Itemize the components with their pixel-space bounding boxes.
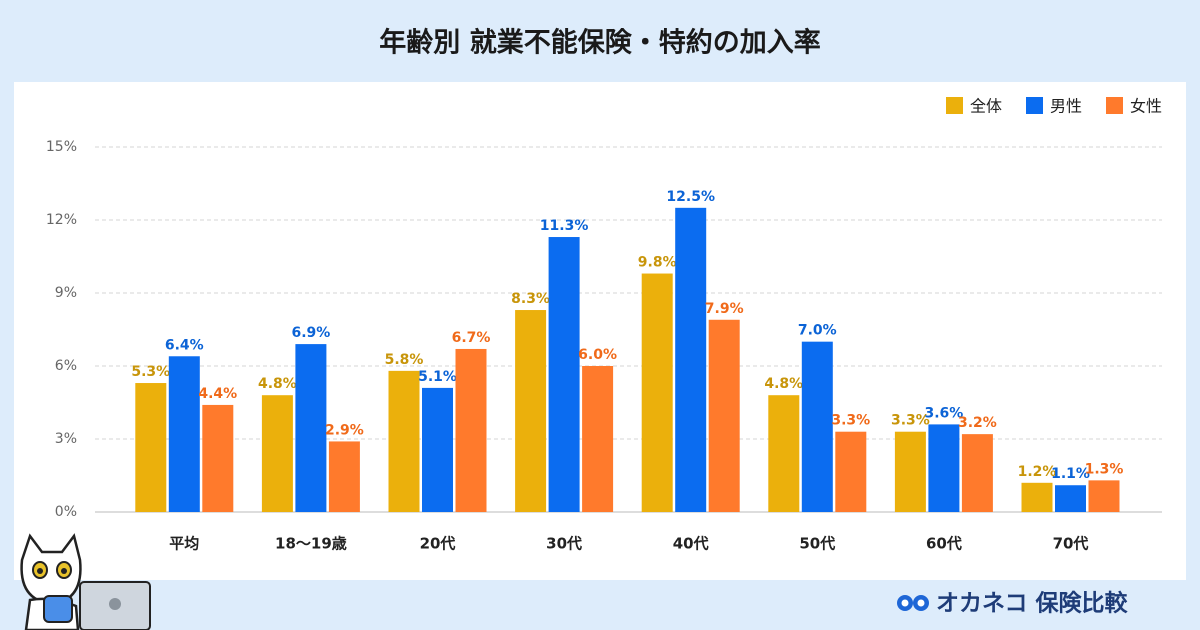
- x-tick-label: 18〜19歳: [275, 535, 347, 553]
- bar: [1055, 485, 1086, 512]
- bar: [202, 404, 234, 512]
- legend-swatch: [1026, 97, 1043, 114]
- y-tick-label: 3%: [55, 431, 77, 447]
- x-tick-label: 60代: [926, 535, 962, 553]
- bar: [961, 434, 993, 512]
- bar: [1088, 480, 1120, 512]
- value-label: 7.0%: [798, 323, 837, 339]
- value-label: 3.3%: [831, 413, 870, 429]
- bar: [328, 441, 360, 512]
- value-label: 6.0%: [578, 347, 617, 363]
- chart-title: 年齢別 就業不能保険・特約の加入率: [379, 27, 820, 59]
- value-label: 7.9%: [705, 301, 744, 317]
- bar: [515, 310, 547, 512]
- value-label: 1.3%: [1085, 461, 1124, 477]
- legend-swatch: [946, 97, 963, 114]
- brand-logo: オカネコ 保険比較: [897, 590, 1129, 617]
- value-label: 3.3%: [891, 413, 930, 429]
- cat-illustration: [20, 533, 151, 630]
- x-tick-label: 平均: [169, 535, 199, 553]
- value-label: 3.6%: [924, 405, 963, 421]
- value-label: 5.3%: [131, 364, 170, 380]
- bar: [894, 431, 926, 512]
- bar: [1021, 482, 1053, 512]
- value-label: 8.3%: [511, 291, 550, 307]
- bar: [582, 366, 614, 512]
- x-tick-label: 40代: [673, 535, 709, 553]
- bar: [295, 344, 327, 512]
- bar: [548, 237, 580, 513]
- bar: [928, 424, 960, 512]
- bar: [455, 348, 487, 512]
- y-tick-label: 9%: [55, 285, 77, 301]
- value-label: 11.3%: [540, 218, 589, 234]
- bar: [135, 383, 167, 512]
- bar: [388, 370, 420, 512]
- bar: [835, 431, 867, 512]
- bar: [708, 319, 740, 512]
- value-label: 4.4%: [198, 386, 237, 402]
- y-tick-label: 0%: [55, 504, 77, 520]
- brand-text: オカネコ 保険比較: [936, 590, 1129, 617]
- value-label: 4.8%: [764, 376, 803, 392]
- value-label: 3.2%: [958, 415, 997, 431]
- value-label: 5.1%: [418, 369, 457, 385]
- legend-swatch: [1106, 97, 1123, 114]
- x-tick-label: 30代: [546, 535, 582, 553]
- value-label: 9.8%: [638, 255, 677, 271]
- legend-label: 全体: [970, 97, 1002, 116]
- bar: [641, 273, 673, 512]
- bar: [768, 395, 800, 512]
- y-tick-label: 12%: [46, 212, 77, 228]
- x-tick-label: 50代: [799, 535, 835, 553]
- value-label: 4.8%: [258, 376, 297, 392]
- value-label: 5.8%: [385, 352, 424, 368]
- bar: [422, 387, 453, 512]
- legend-label: 女性: [1130, 97, 1162, 116]
- value-label: 6.4%: [165, 337, 204, 353]
- value-label: 1.1%: [1051, 466, 1090, 482]
- bar: [261, 395, 293, 512]
- x-tick-label: 70代: [1053, 535, 1089, 553]
- value-label: 6.7%: [452, 330, 491, 346]
- x-tick-label: 20代: [420, 535, 456, 553]
- y-tick-label: 15%: [46, 139, 77, 155]
- bar: [168, 356, 200, 512]
- bar: [675, 207, 707, 513]
- value-label: 6.9%: [291, 325, 330, 341]
- y-tick-label: 6%: [55, 358, 77, 374]
- value-label: 12.5%: [666, 189, 715, 205]
- value-label: 2.9%: [325, 422, 364, 438]
- value-label: 1.2%: [1018, 464, 1057, 480]
- bar: [801, 341, 833, 512]
- legend-label: 男性: [1050, 97, 1082, 116]
